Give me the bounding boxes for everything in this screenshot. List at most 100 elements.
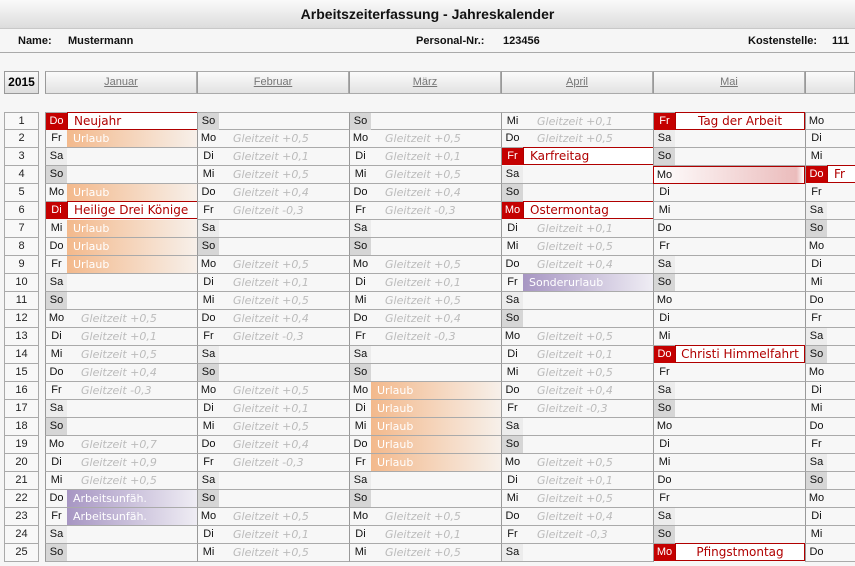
day-cell[interactable]: Mo Gleitzeit +0,5: [197, 508, 349, 526]
day-cell[interactable]: Mo Urlaub: [45, 184, 197, 202]
day-cell[interactable]: Di: [653, 436, 805, 454]
day-cell[interactable]: Do Gleitzeit +0,4: [197, 436, 349, 454]
day-cell[interactable]: Do Gleitzeit +0,4: [349, 310, 501, 328]
day-cell[interactable]: Do Gleitzeit +0,4: [501, 256, 653, 274]
day-cell[interactable]: Mi Urlaub: [349, 418, 501, 436]
day-cell[interactable]: So: [653, 400, 805, 418]
day-cell[interactable]: Do Neujahr: [45, 112, 197, 130]
day-cell[interactable]: Mo: [653, 292, 805, 310]
day-cell[interactable]: Do Christi Himmelfahrt: [653, 345, 805, 364]
year-selector[interactable]: 2015: [4, 71, 39, 94]
day-cell[interactable]: Do Gleitzeit +0,4: [349, 184, 501, 202]
day-cell[interactable]: Do Fr: [805, 165, 855, 184]
day-cell[interactable]: Mo Gleitzeit +0,5: [197, 382, 349, 400]
day-cell[interactable]: So: [349, 364, 501, 382]
day-cell[interactable]: Fr Gleitzeit -0,3: [501, 526, 653, 544]
day-cell[interactable]: So: [349, 238, 501, 256]
day-cell[interactable]: Fr Arbeitsunfäh.: [45, 508, 197, 526]
day-cell[interactable]: Mi Gleitzeit +0,5: [45, 472, 197, 490]
day-cell[interactable]: So: [197, 238, 349, 256]
day-cell[interactable]: So: [45, 166, 197, 184]
day-cell[interactable]: Mo Gleitzeit +0,7: [45, 436, 197, 454]
day-cell[interactable]: Fr: [653, 490, 805, 508]
day-cell[interactable]: Mi: [805, 148, 855, 166]
day-cell[interactable]: Do Gleitzeit +0,4: [45, 364, 197, 382]
day-cell[interactable]: Sa: [653, 382, 805, 400]
day-cell[interactable]: Sa: [197, 346, 349, 364]
month-header-juni[interactable]: [805, 71, 855, 94]
day-cell[interactable]: Di: [653, 310, 805, 328]
day-cell[interactable]: Di: [805, 508, 855, 526]
day-cell[interactable]: Mi: [653, 454, 805, 472]
day-cell[interactable]: Mi Gleitzeit +0,5: [501, 238, 653, 256]
day-cell[interactable]: Mo Gleitzeit +0,5: [197, 130, 349, 148]
day-cell[interactable]: Fr Urlaub: [45, 130, 197, 148]
day-cell[interactable]: Fr: [653, 238, 805, 256]
day-cell[interactable]: Do Gleitzeit +0,4: [501, 382, 653, 400]
day-cell[interactable]: So: [197, 364, 349, 382]
day-cell[interactable]: Do: [805, 292, 855, 310]
day-cell[interactable]: Fr Karfreitag: [501, 147, 653, 166]
month-header-april[interactable]: April: [501, 71, 653, 94]
day-cell[interactable]: Mo Gleitzeit +0,5: [349, 130, 501, 148]
day-cell[interactable]: Sa: [45, 526, 197, 544]
day-cell[interactable]: So: [805, 346, 855, 364]
day-cell[interactable]: Fr Tag der Arbeit: [653, 112, 805, 130]
day-cell[interactable]: Di Gleitzeit +0,1: [197, 148, 349, 166]
day-cell[interactable]: Mi: [805, 400, 855, 418]
day-cell[interactable]: So: [805, 220, 855, 238]
day-cell[interactable]: So: [501, 310, 653, 328]
day-cell[interactable]: Mo: [805, 112, 855, 130]
day-cell[interactable]: Mo Gleitzeit +0,5: [45, 310, 197, 328]
day-cell[interactable]: Mi: [653, 328, 805, 346]
day-cell[interactable]: Sa: [45, 274, 197, 292]
month-header-februar[interactable]: Februar: [197, 71, 349, 94]
day-cell[interactable]: Di Gleitzeit +0,1: [349, 526, 501, 544]
day-cell[interactable]: Sa: [349, 346, 501, 364]
day-cell[interactable]: Do Gleitzeit +0,4: [197, 184, 349, 202]
day-cell[interactable]: Di: [805, 130, 855, 148]
day-cell[interactable]: Mi Gleitzeit +0,5: [501, 364, 653, 382]
day-cell[interactable]: So: [501, 184, 653, 202]
day-cell[interactable]: Fr Gleitzeit -0,3: [197, 328, 349, 346]
day-cell[interactable]: So: [45, 544, 197, 562]
day-cell[interactable]: Do: [805, 544, 855, 562]
day-cell[interactable]: Mo Ostermontag: [501, 201, 653, 220]
day-cell[interactable]: Mi: [653, 202, 805, 220]
day-cell[interactable]: So: [805, 472, 855, 490]
day-cell[interactable]: Sa: [805, 328, 855, 346]
day-cell[interactable]: Sa: [197, 472, 349, 490]
day-cell[interactable]: Fr Gleitzeit -0,3: [349, 202, 501, 220]
day-cell[interactable]: Mo: [653, 418, 805, 436]
day-cell[interactable]: Sa: [805, 454, 855, 472]
day-cell[interactable]: Fr: [805, 310, 855, 328]
day-cell[interactable]: So: [501, 436, 653, 454]
day-cell[interactable]: Fr: [805, 436, 855, 454]
day-cell[interactable]: Mi Gleitzeit +0,5: [197, 166, 349, 184]
day-cell[interactable]: Fr Urlaub: [349, 454, 501, 472]
day-cell[interactable]: So: [45, 418, 197, 436]
day-cell[interactable]: Sa: [501, 292, 653, 310]
day-cell[interactable]: So: [349, 490, 501, 508]
day-cell[interactable]: Do Gleitzeit +0,5: [501, 130, 653, 148]
day-cell[interactable]: Do Gleitzeit +0,4: [197, 310, 349, 328]
day-cell[interactable]: Do Urlaub: [349, 436, 501, 454]
day-cell[interactable]: Mo: [805, 490, 855, 508]
day-cell[interactable]: Fr Sonderurlaub: [501, 274, 653, 292]
day-cell[interactable]: Di Gleitzeit +0,1: [501, 472, 653, 490]
day-cell[interactable]: Di Gleitzeit +0,1: [45, 328, 197, 346]
day-cell[interactable]: Mi Gleitzeit +0,5: [45, 346, 197, 364]
day-cell[interactable]: Mi Gleitzeit +0,5: [349, 292, 501, 310]
day-cell[interactable]: Mo: [805, 238, 855, 256]
day-cell[interactable]: Fr Gleitzeit -0,3: [45, 382, 197, 400]
day-cell[interactable]: Sa: [653, 256, 805, 274]
day-cell[interactable]: Sa: [501, 418, 653, 436]
day-cell[interactable]: Di Gleitzeit +0,1: [197, 526, 349, 544]
day-cell[interactable]: Di Gleitzeit +0,1: [501, 220, 653, 238]
day-cell[interactable]: Sa: [805, 202, 855, 220]
day-cell[interactable]: Mi Gleitzeit +0,5: [501, 490, 653, 508]
day-cell[interactable]: So: [653, 148, 805, 166]
day-cell[interactable]: So: [197, 112, 349, 130]
day-cell[interactable]: Di Urlaub: [349, 400, 501, 418]
day-cell[interactable]: Sa: [349, 220, 501, 238]
